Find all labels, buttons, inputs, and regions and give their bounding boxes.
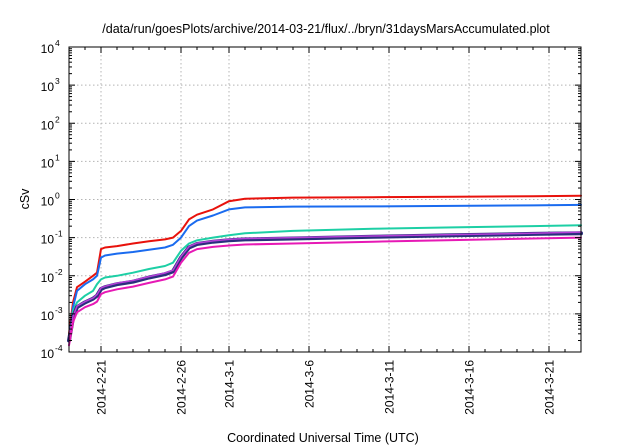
y-tick-label: 10 [41, 347, 55, 361]
y-tick-label: 10 [41, 156, 55, 170]
y-tick-label: 10 [41, 118, 55, 132]
y-axis-label: cSv [18, 188, 32, 210]
x-tick-label: 2014-2-26 [175, 360, 189, 415]
y-tick-exponent: -2 [55, 267, 63, 277]
x-tick-label: 2014-3-21 [543, 360, 557, 415]
y-tick-label: 10 [41, 271, 55, 285]
grid [69, 47, 581, 352]
x-axis-label: Coordinated Universal Time (UTC) [227, 431, 419, 445]
x-tick-label: 2014-3-6 [303, 360, 317, 408]
y-tick-label: 10 [41, 233, 55, 247]
y-tick-exponent: -4 [55, 343, 63, 353]
y-tick-exponent: 3 [55, 76, 60, 86]
y-tick-label: 10 [41, 42, 55, 56]
series-line-5 [68, 231, 582, 338]
axis-ticks [68, 46, 582, 353]
y-tick-label: 10 [41, 195, 55, 209]
series-line-3 [68, 224, 582, 342]
y-tick-exponent: -1 [55, 229, 63, 239]
x-tick-label: 2014-3-16 [463, 360, 477, 415]
y-tick-exponent: 2 [55, 114, 60, 124]
y-tick-exponent: 0 [55, 191, 60, 201]
x-tick-label: 2014-2-21 [95, 360, 109, 415]
data-series [67, 194, 583, 347]
series-line-1 [68, 194, 582, 335]
y-tick-label: 10 [41, 309, 55, 323]
y-tick-exponent: 1 [55, 152, 60, 162]
y-tick-label: 10 [41, 80, 55, 94]
x-tick-label: 2014-3-1 [223, 360, 237, 408]
series-line-2 [68, 203, 582, 342]
x-tick-label: 2014-3-11 [383, 360, 397, 414]
chart-title: /data/run/goesPlots/archive/2014-03-21/f… [102, 22, 550, 36]
y-tick-exponent: -3 [55, 305, 63, 315]
series-line-6 [68, 236, 582, 347]
y-tick-exponent: 4 [55, 38, 60, 48]
